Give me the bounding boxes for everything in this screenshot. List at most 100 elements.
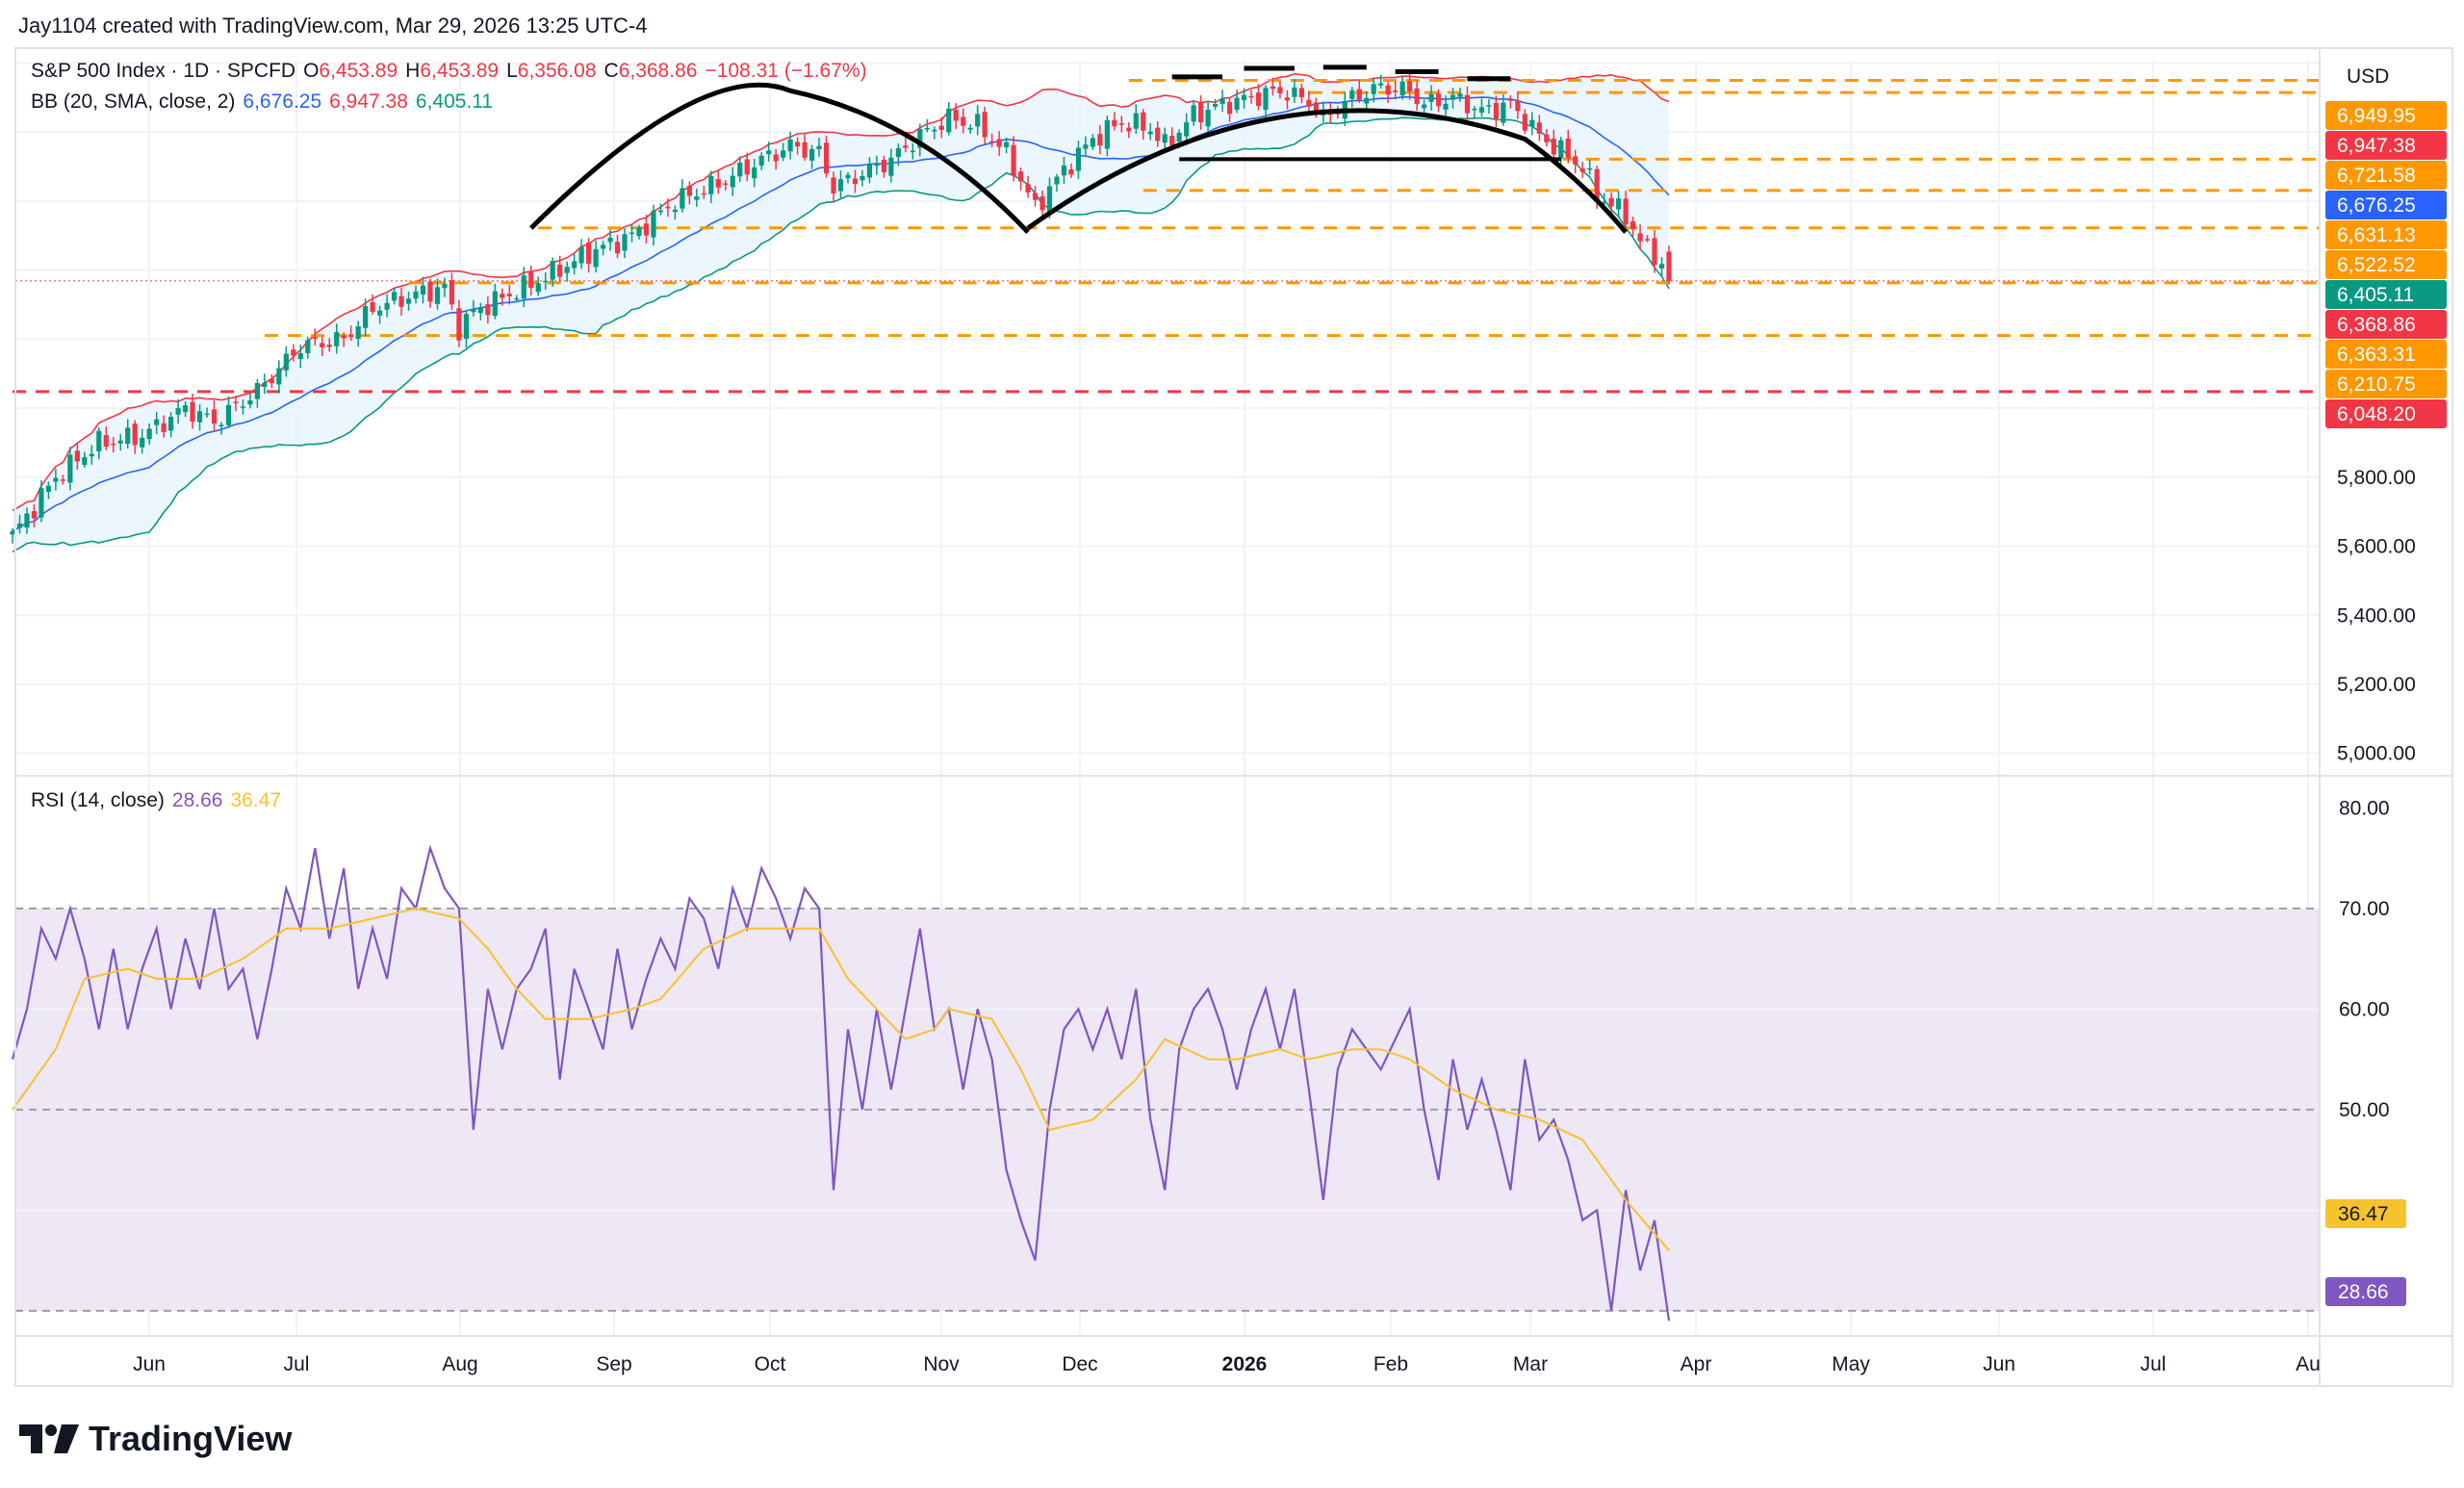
candle-body <box>1507 99 1513 101</box>
candle-body <box>528 271 534 289</box>
candle-body <box>355 326 361 340</box>
price-tick-label: 5,200.00 <box>2337 674 2416 696</box>
candle-body <box>586 243 592 264</box>
candle-body <box>1616 198 1622 210</box>
low-value: 6,356.08 <box>517 60 597 82</box>
symbol-label[interactable]: S&P 500 Index · 1D · SPCFD <box>31 60 296 82</box>
price-badge <box>2325 131 2447 160</box>
candle-body <box>636 227 642 237</box>
price-badge <box>2325 280 2447 309</box>
candle-body <box>1652 238 1657 266</box>
tradingview-logo-icon <box>19 1424 79 1453</box>
bb-upper-value: 6,947.38 <box>329 90 408 113</box>
chart-frame <box>14 47 2453 1387</box>
candle-body <box>125 427 131 445</box>
candle-body <box>1155 127 1161 141</box>
candle-body <box>500 294 505 298</box>
candle-body <box>1133 113 1139 129</box>
candle-body <box>1544 134 1550 142</box>
candle-body <box>38 488 44 518</box>
candle-body <box>758 155 764 167</box>
candle-body <box>297 353 303 359</box>
candle-body <box>53 477 59 482</box>
candle-body <box>82 456 88 466</box>
price-tick-label: 5,000.00 <box>2337 743 2416 765</box>
x-tick-label: Jun <box>1983 1353 2015 1375</box>
candle-body <box>1515 100 1521 112</box>
candle-body <box>1097 134 1103 146</box>
candle-body <box>1118 123 1124 125</box>
candle-body <box>686 186 692 196</box>
rsi-badge-label: 28.66 <box>2338 1281 2389 1303</box>
candle-body <box>543 280 549 283</box>
candle-body <box>1040 196 1045 211</box>
low-label: L <box>506 60 518 82</box>
candle-body <box>45 485 52 493</box>
candle-body <box>895 147 901 158</box>
bb-lower-value: 6,405.11 <box>415 90 494 113</box>
price-tick-label: 5,400.00 <box>2337 604 2416 627</box>
candle-body <box>1522 114 1527 131</box>
rsi-line <box>11 844 1671 1321</box>
rsi-legend: RSI (14, close) 28.66 36.47 <box>31 789 281 812</box>
candle-body <box>823 142 830 174</box>
candle-body <box>903 145 909 148</box>
candle-body <box>154 419 160 425</box>
price-badge <box>2325 310 2447 339</box>
currency-label: USD <box>2347 65 2389 88</box>
candle-body <box>463 314 470 340</box>
candle-body <box>16 523 23 528</box>
price-tick-label: 5,800.00 <box>2337 467 2416 489</box>
candle-body <box>607 237 613 243</box>
candle-body <box>492 291 498 317</box>
candle-body <box>117 440 123 444</box>
candle-body <box>535 283 541 293</box>
x-tick-label: Aug <box>442 1353 477 1375</box>
candle-body <box>1284 97 1291 101</box>
price-badge-label: 6,048.20 <box>2337 403 2416 425</box>
candle-body <box>427 281 433 302</box>
price-badge-label: 6,405.11 <box>2337 284 2414 306</box>
candle-body <box>1083 144 1089 149</box>
candle-body <box>1263 88 1269 111</box>
candle-body <box>651 210 656 238</box>
candle-body <box>831 177 836 194</box>
candle-body <box>291 349 296 356</box>
x-tick-label: Jul <box>2141 1353 2167 1375</box>
candle-body <box>305 340 311 353</box>
bb-label[interactable]: BB (20, SMA, close, 2) <box>31 90 236 113</box>
candle-body <box>808 148 815 161</box>
candle-body <box>326 345 332 347</box>
candle-body <box>442 283 448 289</box>
rsi-ma-badge <box>2325 1199 2406 1228</box>
candle-body <box>1594 168 1600 200</box>
close-value: 6,368.86 <box>618 60 698 82</box>
candle-body <box>866 164 873 178</box>
candle-body <box>1666 251 1672 281</box>
candle-body <box>1248 95 1254 98</box>
candle-body <box>881 160 886 173</box>
candle-body <box>961 116 966 126</box>
candle-body <box>752 167 757 179</box>
price-badge <box>2325 220 2447 249</box>
bb-legend: BB (20, SMA, close, 2) 6,676.25 6,947.38… <box>31 90 493 114</box>
rsi-tick-label: 50.00 <box>2339 1099 2390 1121</box>
candle-body <box>730 175 735 188</box>
candle-body <box>1104 119 1110 149</box>
candle-body <box>1226 101 1233 115</box>
rsi-label[interactable]: RSI (14, close) <box>31 789 165 811</box>
rsi-ma-value: 36.47 <box>230 789 282 811</box>
candle-body <box>398 295 404 307</box>
candle-body <box>471 308 476 313</box>
price-badge-label: 6,210.75 <box>2337 373 2416 396</box>
candle-body <box>456 308 462 341</box>
price-badge-label: 6,368.86 <box>2337 314 2416 336</box>
candle-body <box>723 183 729 186</box>
tradingview-logo[interactable]: TradingView <box>19 1419 292 1459</box>
candle-body <box>781 150 786 158</box>
candle-body <box>1061 165 1067 176</box>
candle-body <box>74 450 80 462</box>
candle-body <box>1623 198 1629 225</box>
candle-body <box>168 416 174 431</box>
